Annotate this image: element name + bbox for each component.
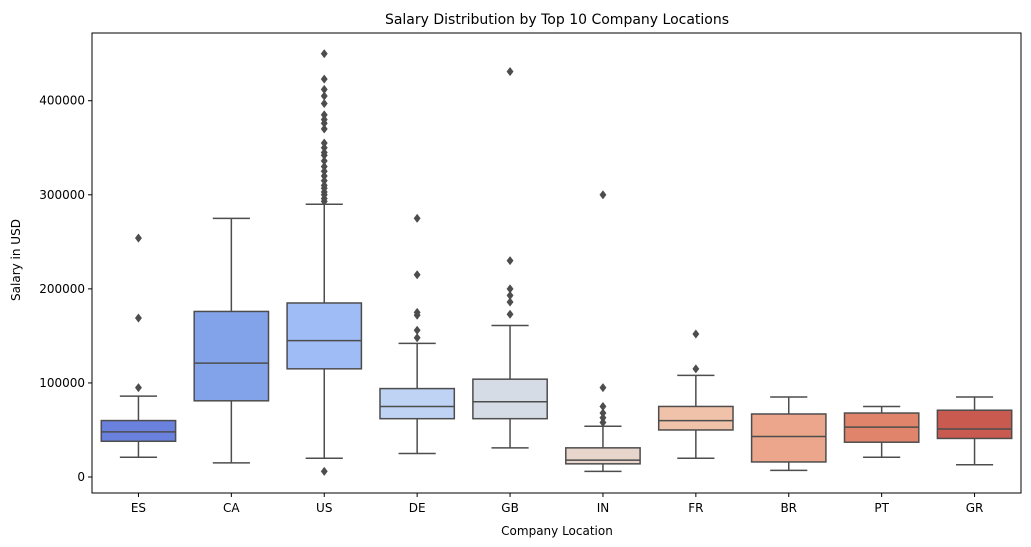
x-tick-label: IN: [597, 501, 610, 515]
outlier-point: [599, 408, 607, 418]
outlier-point: [320, 171, 328, 181]
x-tick-label: CA: [223, 501, 240, 515]
y-tick-label: 400000: [39, 94, 85, 108]
outlier-point: [413, 333, 421, 343]
outlier-point: [320, 110, 328, 120]
outlier-point: [599, 190, 607, 200]
outlier-point: [134, 313, 142, 323]
outlier-point: [413, 213, 421, 223]
outlier-point: [506, 256, 514, 266]
x-tick-label: FR: [688, 501, 703, 515]
plot-area: [100, 49, 1013, 476]
outlier-point: [320, 74, 328, 84]
outlier-point: [692, 329, 700, 339]
outlier-point: [599, 413, 607, 423]
outlier-point: [320, 124, 328, 134]
x-tick-label: DE: [409, 501, 426, 515]
outlier-point: [320, 49, 328, 59]
chart-title: Salary Distribution by Top 10 Company Lo…: [385, 12, 729, 28]
y-tick-label: 200000: [39, 282, 85, 296]
iqr-box: [379, 387, 456, 420]
outlier-point: [320, 176, 328, 186]
iqr-box: [286, 302, 363, 370]
iqr-box: [100, 419, 177, 443]
outlier-point: [413, 325, 421, 335]
x-tick-label: GR: [966, 501, 984, 515]
y-tick-label: 0: [77, 470, 85, 484]
y-tick-label: 300000: [39, 188, 85, 202]
x-tick-label: US: [316, 501, 332, 515]
outlier-point: [320, 84, 328, 95]
y-tick-label: 100000: [39, 376, 85, 390]
box-in: [565, 190, 641, 473]
outlier-point: [320, 161, 328, 172]
outlier-point: [506, 309, 514, 319]
x-axis-label: Company Location: [501, 524, 613, 538]
outlier-point: [320, 114, 328, 125]
outlier-point: [413, 307, 421, 317]
box-gr: [936, 396, 1013, 466]
box-br: [750, 396, 827, 472]
iqr-box: [565, 447, 641, 465]
x-tick-label: ES: [131, 501, 146, 515]
outlier-point: [506, 66, 514, 77]
outlier-point: [320, 143, 328, 153]
box-ca: [193, 217, 270, 464]
x-tick-label: GB: [501, 501, 519, 515]
outlier-point: [506, 284, 514, 294]
outlier-point: [506, 297, 514, 307]
box-fr: [657, 329, 734, 459]
iqr-box: [936, 409, 1013, 440]
x-tick-label: PT: [874, 501, 889, 515]
outlier-point: [320, 466, 328, 476]
outlier-point: [320, 147, 328, 158]
outlier-point: [320, 166, 328, 176]
outlier-point: [320, 180, 328, 191]
y-axis-label: Salary in USD: [9, 219, 23, 301]
outlier-point: [320, 98, 328, 109]
outlier-point: [506, 290, 514, 301]
outlier-point: [320, 138, 328, 148]
outlier-point: [599, 401, 607, 412]
iqr-box: [750, 413, 827, 463]
outlier-point: [134, 383, 142, 393]
outlier-point: [599, 417, 607, 428]
iqr-box: [657, 405, 734, 431]
outlier-point: [320, 156, 328, 166]
box-gb: [472, 66, 548, 449]
box-de: [379, 213, 456, 455]
outlier-point: [413, 270, 421, 280]
outlier-point: [134, 233, 142, 243]
box-pt: [843, 405, 920, 459]
plot-frame: [91, 32, 1022, 494]
outlier-point: [599, 383, 607, 393]
axes: 0 100000 200000 300000 400000 ES CA US DE GB IN FR B…: [39, 32, 1022, 515]
box-us: [286, 49, 363, 476]
outlier-point: [320, 91, 328, 101]
x-tick-label: BR: [780, 501, 797, 515]
box-es: [100, 233, 177, 459]
iqr-box: [472, 378, 548, 420]
outlier-point: [692, 364, 700, 374]
iqr-box: [193, 310, 270, 402]
